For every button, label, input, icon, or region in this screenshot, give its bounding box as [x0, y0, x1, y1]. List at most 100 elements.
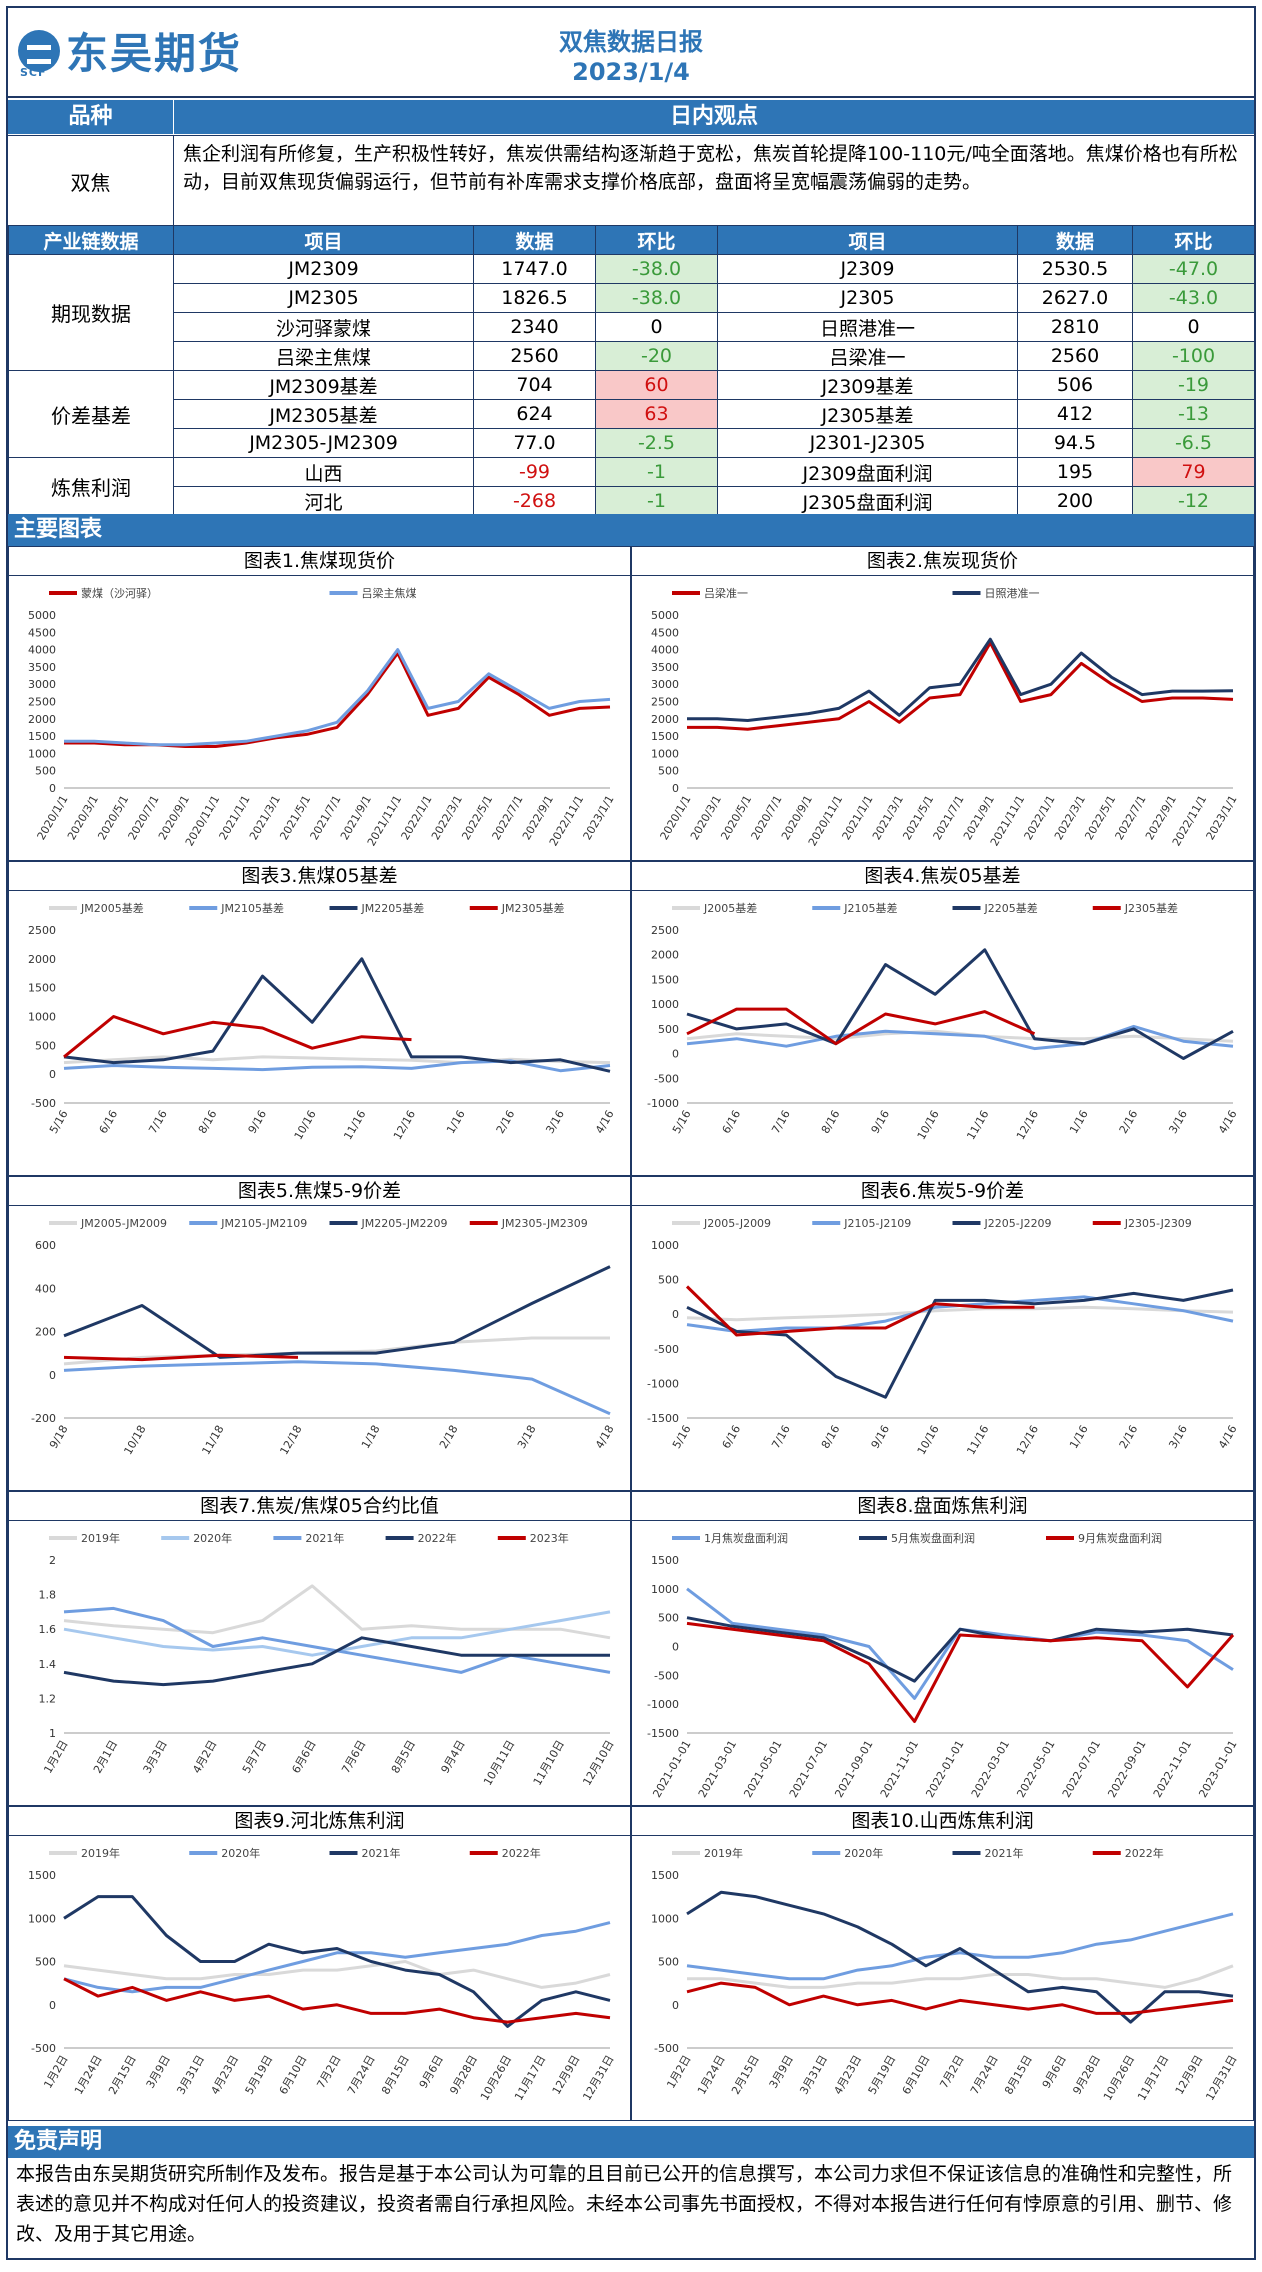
item-name: JM2309基差	[173, 370, 474, 400]
table-row: 价差基差 JM2309基差 704 60 J2309基差 506 -19	[8, 370, 1255, 458]
x-tick-label: 4月2日	[190, 1738, 219, 1776]
report-title: 双焦数据日报	[559, 28, 703, 56]
series-line	[63, 1960, 611, 1989]
chart-svg: 2019年 2020年 2021年 2022年 2023年21.81.61.41.211…	[39, 1531, 617, 1788]
legend-label: J2305-J2309	[1124, 1217, 1192, 1230]
y-tick-label: 1500	[28, 730, 56, 743]
x-tick-label: 2022-03-01	[969, 1738, 1012, 1800]
y-tick-label: 4000	[651, 644, 679, 657]
series-line	[686, 1007, 1036, 1046]
x-tick-label: 3月31日	[797, 2053, 830, 2097]
y-tick-label: 0	[49, 1068, 56, 1081]
chart-panel: 图表4.焦炭05基差 J2005基差 J2105基差 J2205基差 J2305基差 25…	[631, 861, 1254, 1176]
x-tick-label: 2/18	[437, 1423, 461, 1451]
y-tick-label: -500	[654, 1072, 679, 1085]
chart-panel: 图表7.焦炭/焦煤05合约比值 2019年 2020年 2021年 2022年 2023年…	[8, 1491, 631, 1806]
x-tick-label: 3/16	[1166, 1423, 1190, 1451]
y-tick-label: 1000	[651, 1912, 679, 1925]
y-tick-label: 1000	[651, 1239, 679, 1252]
industry-data-table: 产业链数据 项目 数据 环比 项目 数据 环比 期现数据 JM2309 1747.0 -38.0 J2…	[8, 225, 1255, 516]
legend-label: 2019年	[81, 1531, 120, 1545]
item-change: -1	[595, 457, 718, 487]
chart-title: 图表8.盘面炼焦利润	[632, 1492, 1253, 1521]
y-tick-label: 5000	[651, 609, 679, 622]
table-header-cell: 项目	[717, 225, 1018, 255]
x-tick-label: 11/16	[341, 1108, 368, 1142]
x-tick-label: 9/16	[869, 1108, 893, 1136]
x-tick-label: 9/16	[869, 1423, 893, 1451]
x-tick-label: 2月15日	[106, 2053, 139, 2097]
y-tick-label: 4000	[28, 644, 56, 657]
item-change: -1	[595, 486, 718, 516]
legend-label: JM2305基差	[501, 901, 565, 915]
y-tick-label: 5000	[28, 609, 56, 622]
item-value: 2530.5	[1017, 254, 1133, 284]
x-tick-label: 7/16	[769, 1108, 793, 1136]
opinion-row: 双焦 焦企利润有所修复，生产积极性转好，焦炭供需结构逐渐趋于宽松，焦炭首轮提降1…	[8, 135, 1254, 226]
report-page: SCF 东吴期货 双焦数据日报 2023/1/4 品种 日内观点 双焦 焦企利润…	[6, 6, 1256, 2260]
item-value: 2810	[1017, 312, 1133, 342]
legend-label: JM2305-JM2309	[501, 1217, 588, 1230]
legend-label: 2021年	[362, 1846, 401, 1860]
x-tick-label: 2021-07-01	[787, 1738, 830, 1800]
series-line	[63, 1977, 611, 2024]
y-tick-label: -500	[654, 1669, 679, 1682]
legend-label: JM2105基差	[220, 901, 284, 915]
item-value: 2627.0	[1017, 283, 1133, 313]
y-tick-label: 0	[672, 782, 679, 795]
legend-label: 日照港准一	[985, 587, 1040, 600]
x-tick-label: 12月31日	[580, 2053, 616, 2103]
x-tick-label: 1/18	[359, 1423, 383, 1451]
series-line	[686, 948, 1234, 1060]
table-header-cell: 数据	[1017, 225, 1133, 255]
y-tick-label: 1	[49, 1727, 56, 1740]
y-tick-label: 200	[35, 1326, 56, 1339]
item-value: 94.5	[1017, 428, 1133, 458]
x-tick-label: 3月9日	[767, 2053, 796, 2091]
series-line	[63, 957, 611, 1073]
x-tick-label: 6/16	[97, 1108, 121, 1136]
chart-title: 图表1.焦煤现货价	[9, 547, 630, 576]
item-name: JM2305	[173, 283, 474, 313]
x-tick-label: 7月24日	[345, 2053, 378, 2097]
chart-svg: 蒙煤（沙河驿） 吕梁主焦煤5000450040003500300025002000…	[28, 586, 617, 848]
chart-panel: 图表9.河北炼焦利润 2019年 2020年 2021年 2022年 1500 1000 50…	[8, 1806, 631, 2121]
table-row: 吕梁主焦煤 2560 -20 吕梁准一 2560 -100	[9, 341, 1255, 371]
y-tick-label: 1500	[651, 1554, 679, 1567]
x-tick-label: 5/16	[47, 1108, 71, 1136]
legend-label: 2022年	[418, 1531, 457, 1545]
x-tick-label: 4/16	[1216, 1423, 1240, 1451]
chart-svg: 1月焦炭盘面利润 5月焦炭盘面利润 9月焦炭盘面利润 1500 1000 500 0 -500…	[647, 1531, 1240, 1800]
chart-panel: 图表10.山西炼焦利润 2019年 2020年 2021年 2022年 1500 1000 5…	[631, 1806, 1254, 2121]
item-name: 山西	[173, 457, 474, 487]
item-value: 704	[473, 370, 596, 400]
x-tick-label: 10/16	[915, 1108, 942, 1142]
y-tick-label: 3500	[651, 661, 679, 674]
x-tick-label: 9/18	[47, 1423, 71, 1451]
x-tick-label: 2021-09-01	[832, 1738, 875, 1800]
legend-label: 5月焦炭盘面利润	[891, 1531, 975, 1545]
series-line	[63, 1636, 610, 1687]
x-tick-label: 3/16	[1166, 1108, 1190, 1136]
x-tick-label: 5月19日	[243, 2053, 276, 2097]
y-tick-label: -1000	[647, 1377, 679, 1390]
group-label: 炼焦利润	[8, 457, 174, 516]
main-charts-bar: 主要图表	[8, 514, 1254, 546]
item-name: J2305盘面利润	[717, 486, 1018, 516]
y-tick-label: 1.8	[39, 1589, 57, 1602]
item-name: J2301-J2305	[717, 428, 1018, 458]
x-tick-label: 7月24日	[968, 2053, 1001, 2097]
x-tick-label: 9月28日	[447, 2053, 480, 2097]
item-change: -19	[1132, 370, 1255, 400]
x-tick-label: 10月26日	[478, 2053, 514, 2103]
x-tick-label: 3月31日	[174, 2053, 207, 2097]
series-line	[686, 1305, 1234, 1322]
legend-label: 2019年	[81, 1846, 120, 1860]
y-tick-label: 0	[672, 1048, 679, 1061]
table-row: JM2305基差 624 63 J2305基差 412 -13	[9, 399, 1255, 429]
x-tick-label: 2/16	[1117, 1423, 1141, 1451]
x-tick-label: 11/18	[199, 1423, 226, 1457]
chart-panel: 图表6.焦炭5-9价差 J2005-J2009 J2105-J2109 J2205-J…	[631, 1176, 1254, 1491]
legend-label: J2005-J2009	[703, 1217, 771, 1230]
item-change: -20	[595, 341, 718, 371]
